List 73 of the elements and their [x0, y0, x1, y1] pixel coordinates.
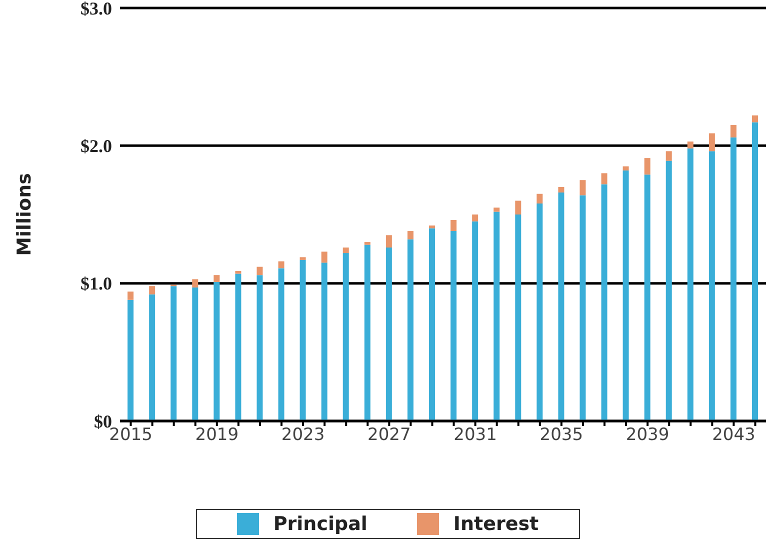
bar — [666, 151, 672, 161]
bar — [622, 166, 629, 170]
bar — [128, 292, 134, 300]
bar — [558, 186, 564, 192]
bar — [407, 239, 414, 421]
bar — [429, 226, 436, 228]
bar — [494, 208, 500, 212]
x-tick-label: 2043 — [712, 425, 756, 446]
bar — [752, 122, 758, 421]
bar — [644, 174, 650, 421]
bar — [472, 214, 478, 222]
bar — [666, 160, 672, 421]
bar — [622, 170, 629, 421]
bar — [580, 195, 586, 421]
bar — [536, 194, 543, 204]
bar — [214, 282, 220, 421]
bar — [752, 115, 758, 122]
bar — [515, 200, 522, 214]
bar — [494, 212, 500, 421]
bar — [364, 244, 370, 421]
bar — [687, 142, 694, 148]
bar — [687, 148, 694, 421]
bar — [170, 286, 177, 421]
bar — [558, 192, 564, 421]
bar — [601, 173, 608, 184]
bar — [342, 253, 349, 421]
bar — [536, 203, 543, 421]
bar — [730, 125, 736, 138]
legend-label: Principal — [273, 513, 368, 535]
bar — [429, 228, 436, 421]
bar — [235, 270, 242, 274]
bar — [235, 274, 242, 421]
bar — [128, 300, 134, 421]
bar — [450, 220, 457, 232]
bar — [149, 286, 156, 294]
y-tick-label: $0 — [94, 411, 112, 432]
x-tick-label: 2039 — [626, 425, 670, 446]
y-axis-title: Millions — [14, 173, 36, 256]
bar — [214, 275, 220, 282]
bar — [708, 151, 715, 421]
bar — [407, 231, 414, 240]
x-tick-label: 2019 — [195, 425, 239, 446]
bar — [149, 294, 156, 421]
bar — [472, 221, 478, 421]
bar — [278, 268, 284, 421]
bar — [450, 231, 457, 421]
bar — [192, 287, 198, 421]
x-tick-label: 2031 — [454, 425, 497, 446]
bar — [708, 133, 715, 152]
y-tick-label: $1.0 — [80, 274, 112, 294]
bar — [192, 279, 198, 288]
y-tick-label: $2.0 — [80, 136, 112, 156]
bar — [515, 214, 522, 421]
x-tick-label: 2035 — [540, 425, 584, 446]
x-tick-label: 2023 — [281, 425, 325, 446]
bar — [580, 180, 586, 196]
y-tick-label: $3.0 — [80, 0, 112, 18]
bar — [321, 252, 328, 263]
bar — [300, 260, 306, 421]
bar — [386, 248, 392, 421]
bar — [386, 235, 392, 248]
bar — [601, 184, 608, 421]
bar — [256, 275, 263, 421]
bar — [300, 257, 306, 260]
bar — [321, 262, 328, 421]
bar — [730, 137, 736, 421]
bar — [364, 242, 370, 245]
bar — [278, 261, 284, 268]
bar — [342, 248, 349, 254]
legend-label: Interest — [453, 513, 539, 535]
x-tick-label: 2027 — [368, 425, 411, 446]
bar — [256, 266, 263, 276]
bar — [644, 158, 650, 175]
